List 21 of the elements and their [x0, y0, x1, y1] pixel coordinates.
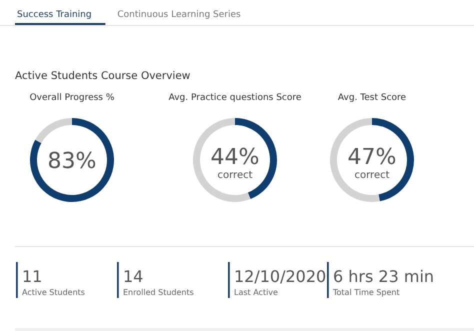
text: Total Time Spent [332, 288, 400, 297]
donut-slice [35, 118, 72, 144]
data-label: 83% [48, 149, 96, 174]
text: 11 [22, 267, 42, 286]
chart-title: Avg. Practice questions Score [168, 93, 302, 103]
text: Active Students Course Overview [15, 70, 191, 82]
chart-title: Overall Progress % [30, 93, 115, 103]
text: Continuous Learning Series [117, 10, 242, 20]
data-label: 47% [348, 145, 396, 170]
text: Enrolled Students [123, 288, 194, 297]
text: 12/10/2020 [234, 267, 326, 286]
text: Active Students [22, 288, 85, 297]
text: Success Training [17, 10, 92, 20]
donut-slice [30, 118, 114, 202]
data-label: 44% [210, 145, 260, 170]
chart-title: Avg. Test Score [338, 93, 407, 103]
text: correct [217, 170, 253, 181]
text: 6 hrs 23 min [333, 267, 434, 286]
text: Last Active [234, 288, 278, 297]
text: 14 [123, 267, 144, 286]
text: correct [354, 170, 390, 181]
